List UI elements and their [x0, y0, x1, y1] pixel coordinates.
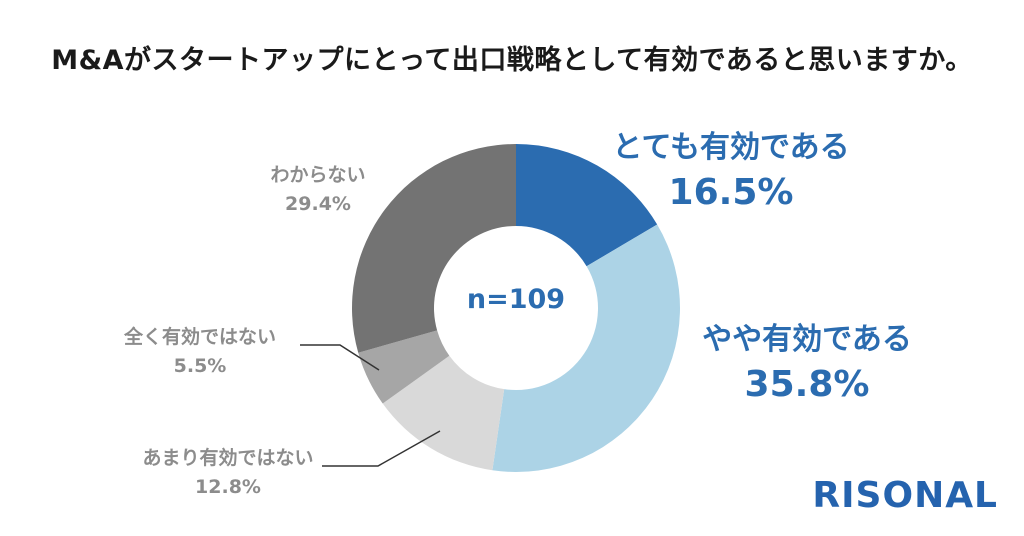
label-zenku-name: 全く有効ではない: [123, 326, 276, 348]
label-wakaranai-value: 29.4%: [285, 193, 351, 215]
label-totemo-name: とても有効である: [612, 130, 850, 165]
slice-yaya: [492, 224, 680, 472]
label-yaya-name: やや有効である: [702, 322, 912, 357]
label-yaya: やや有効である 35.8%: [672, 314, 942, 405]
label-amari: あまり有効ではない 12.8%: [118, 443, 338, 498]
leader-line-amari: [322, 430, 441, 467]
label-yaya-value: 35.8%: [744, 364, 870, 405]
slice-amari: [382, 355, 505, 471]
donut-slices: [352, 144, 680, 472]
slice-zenku: [358, 330, 450, 404]
label-zenku: 全く有効ではない 5.5%: [100, 322, 300, 377]
label-wakaranai-name: わからない: [270, 164, 366, 186]
label-totemo-value: 16.5%: [668, 172, 794, 213]
chart-title: M&Aがスタートアップにとって出口戦略として有効であると思いますか。: [51, 45, 973, 76]
slice-wakaranai: [352, 144, 516, 353]
label-zenku-value: 5.5%: [173, 355, 227, 377]
leader-line-zenku: [300, 344, 380, 371]
center-label: n=109: [467, 284, 565, 315]
label-amari-value: 12.8%: [195, 476, 261, 498]
label-amari-name: あまり有効ではない: [142, 447, 314, 469]
slice-totemo: [516, 144, 658, 267]
label-wakaranai: わからない 29.4%: [248, 160, 388, 215]
label-totemo: とても有効である 16.5%: [596, 122, 866, 213]
risonal-logo: RISONAL: [812, 475, 998, 516]
